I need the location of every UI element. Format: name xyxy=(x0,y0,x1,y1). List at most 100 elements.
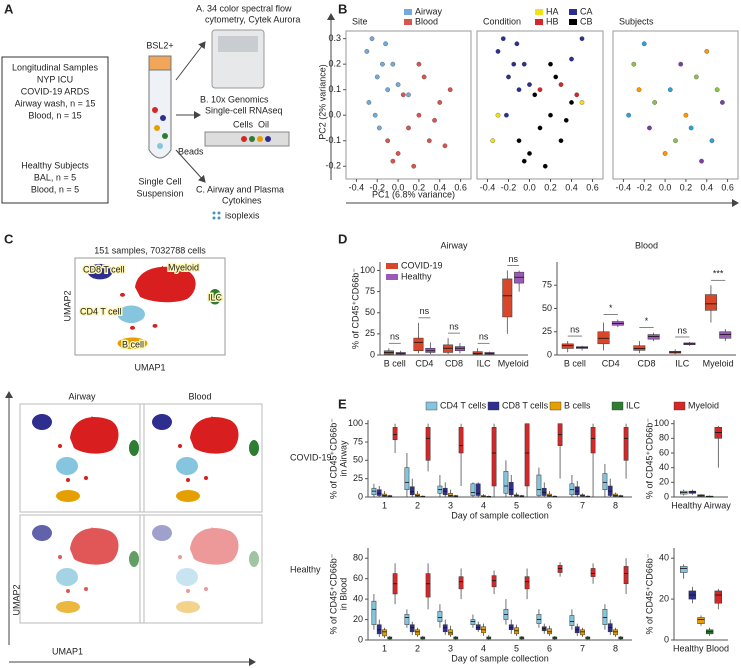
x-tick-label: Myeloid xyxy=(498,358,529,368)
point xyxy=(678,61,684,67)
y-tick-label: 100 xyxy=(348,418,363,428)
y-tick-label: 40 xyxy=(659,462,669,472)
chip xyxy=(204,131,290,147)
x-axis-label: Day of sample collection xyxy=(451,510,549,520)
y-axis-label: % of CD45⁺CD66b⁻ xyxy=(350,268,360,349)
umap-frame xyxy=(139,514,263,624)
legend-swatch xyxy=(425,401,438,411)
point xyxy=(442,143,448,149)
y-axis-label: in Airway xyxy=(338,440,348,477)
cluster-label: ILC xyxy=(208,292,223,302)
y-tick-label: 0 xyxy=(547,349,552,359)
x-tick-label: Healthy Blood xyxy=(673,643,729,653)
chart-title: Subjects xyxy=(619,16,654,26)
box xyxy=(425,347,436,353)
y-tick-label: 0.1 xyxy=(328,84,341,94)
legend-label: COVID-19 xyxy=(401,260,443,270)
x-tick-label: 1 xyxy=(382,643,387,653)
sample-text: Blood, n = 15 xyxy=(28,110,81,120)
y-tick-label: 60 xyxy=(659,447,669,457)
box xyxy=(719,331,732,339)
legend-swatch xyxy=(535,19,543,25)
umap-frame xyxy=(19,514,145,624)
point xyxy=(553,74,559,80)
y-tick-label: 0 xyxy=(358,491,363,501)
point xyxy=(579,100,585,105)
point xyxy=(527,82,532,87)
point xyxy=(380,61,385,67)
box xyxy=(382,629,387,637)
point xyxy=(636,87,642,93)
x-tick-label: 8 xyxy=(613,643,618,653)
box xyxy=(472,351,483,355)
box xyxy=(524,576,530,590)
y-tick-label: 60 xyxy=(353,573,363,583)
legend-swatch xyxy=(404,9,412,15)
x-tick-label: 2 xyxy=(415,500,420,510)
point xyxy=(504,112,509,118)
point xyxy=(374,74,380,80)
point xyxy=(506,74,511,80)
box xyxy=(442,624,448,633)
box xyxy=(409,624,415,633)
x-tick-label: 6 xyxy=(547,643,552,653)
point xyxy=(683,112,689,118)
legend-label: Blood xyxy=(415,16,438,26)
point xyxy=(667,87,673,93)
suspension-label: Single Cell xyxy=(138,176,181,186)
legend-swatch xyxy=(386,274,398,280)
x-tick-label: 0.6 xyxy=(454,182,467,192)
x-tick-label: 0.4 xyxy=(565,182,578,192)
point xyxy=(542,163,548,169)
y-axis-label: % of CD45⁺CD66b⁻ xyxy=(644,418,654,499)
box xyxy=(680,566,688,573)
logo: isoplexis xyxy=(225,210,260,220)
point xyxy=(720,100,725,105)
sample-text: Airway wash, n = 15 xyxy=(15,98,96,108)
y-tick-label: 40 xyxy=(353,593,363,603)
y-tick-label: 0 xyxy=(664,634,669,644)
point xyxy=(385,138,391,144)
sample-text: NYP ICU xyxy=(37,74,73,84)
y-tick-label: 0.0 xyxy=(328,110,341,120)
y-tick-label: 0.3 xyxy=(328,33,341,43)
cluster-label: Myeloid xyxy=(168,262,199,272)
point xyxy=(514,41,520,47)
significance-label: *** xyxy=(713,269,724,279)
x-tick-label: 0.2 xyxy=(544,182,557,192)
chart-title: Airway xyxy=(440,240,468,250)
umap-frame xyxy=(139,403,263,513)
y-tick-label: -0.2 xyxy=(325,161,341,171)
x-tick-label: 0.0 xyxy=(523,182,536,192)
x-tick-label: Healthy Airway xyxy=(671,500,731,510)
legend-swatch xyxy=(569,9,577,15)
point xyxy=(537,125,543,131)
point xyxy=(516,138,522,144)
output-text: cytometry, Cytek Aurora xyxy=(205,14,300,24)
box xyxy=(704,294,717,311)
x-tick-label: -0.4 xyxy=(616,182,632,192)
box xyxy=(623,566,629,585)
x-tick-label: B cell xyxy=(564,358,586,368)
point xyxy=(521,61,527,67)
panel-letter: E xyxy=(338,396,347,411)
umap-axis-label: UMAP1 xyxy=(52,646,83,656)
cytometer xyxy=(211,29,265,89)
box xyxy=(409,486,415,496)
output-text: Single-cell RNAseq xyxy=(205,105,283,115)
point xyxy=(390,158,396,164)
x-tick-label: CD8 xyxy=(445,358,463,368)
tube xyxy=(148,55,172,159)
sample-text: BAL, n = 5 xyxy=(34,172,76,182)
box xyxy=(597,331,610,345)
point xyxy=(495,112,501,118)
point xyxy=(662,151,668,156)
box xyxy=(470,619,476,625)
point xyxy=(376,125,382,131)
y-tick-label: 40 xyxy=(659,553,669,563)
y-tick-label: 100 xyxy=(360,265,375,275)
legend-label: CD4 T cells xyxy=(440,400,487,410)
x-tick-label: -0.2 xyxy=(501,182,517,192)
row-label: Healthy xyxy=(290,564,321,574)
y-tick-label: 25 xyxy=(353,473,363,483)
